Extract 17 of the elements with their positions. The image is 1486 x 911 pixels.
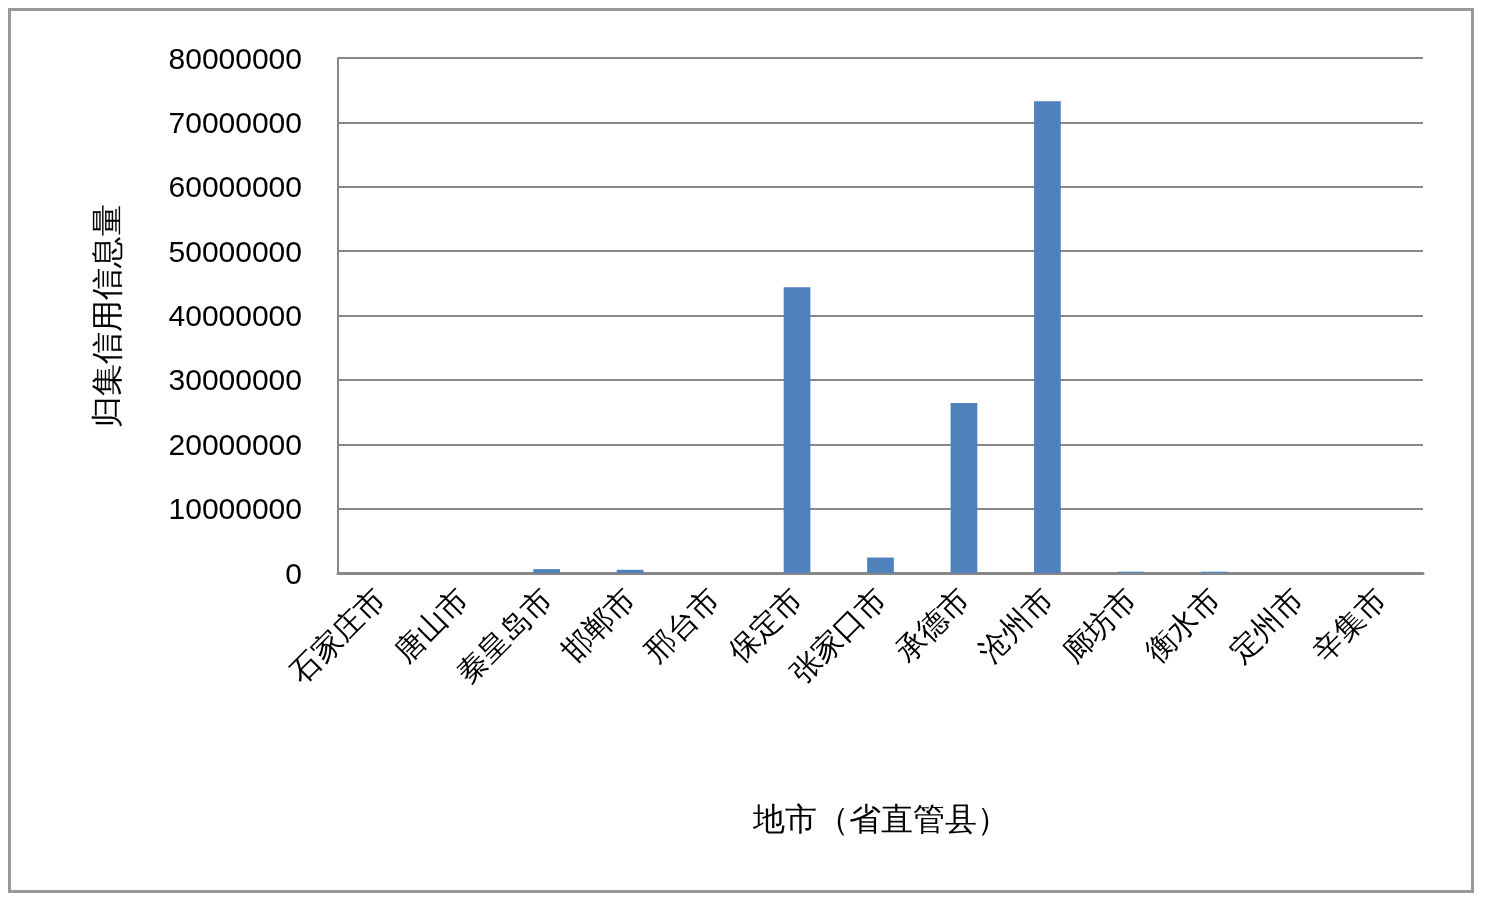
bar	[533, 569, 561, 573]
y-tick-label: 0	[285, 556, 302, 590]
y-tick-label: 20000000	[168, 427, 302, 461]
y-axis-title: 归集信用信息量	[89, 203, 125, 428]
y-tick-label: 40000000	[168, 299, 302, 332]
y-tick-label: 80000000	[168, 41, 302, 75]
y-tick-label: 30000000	[168, 363, 302, 397]
y-tick-label: 10000000	[168, 492, 302, 526]
bar	[1034, 101, 1061, 573]
y-tick-label: 60000000	[168, 170, 302, 204]
bar	[783, 287, 811, 573]
x-axis-title: 地市（省直管县）	[751, 801, 1009, 837]
bar	[950, 403, 978, 573]
bar	[867, 557, 894, 573]
y-tick-label: 70000000	[168, 105, 302, 139]
bar	[616, 569, 644, 573]
y-tick-label: 50000000	[168, 234, 302, 268]
